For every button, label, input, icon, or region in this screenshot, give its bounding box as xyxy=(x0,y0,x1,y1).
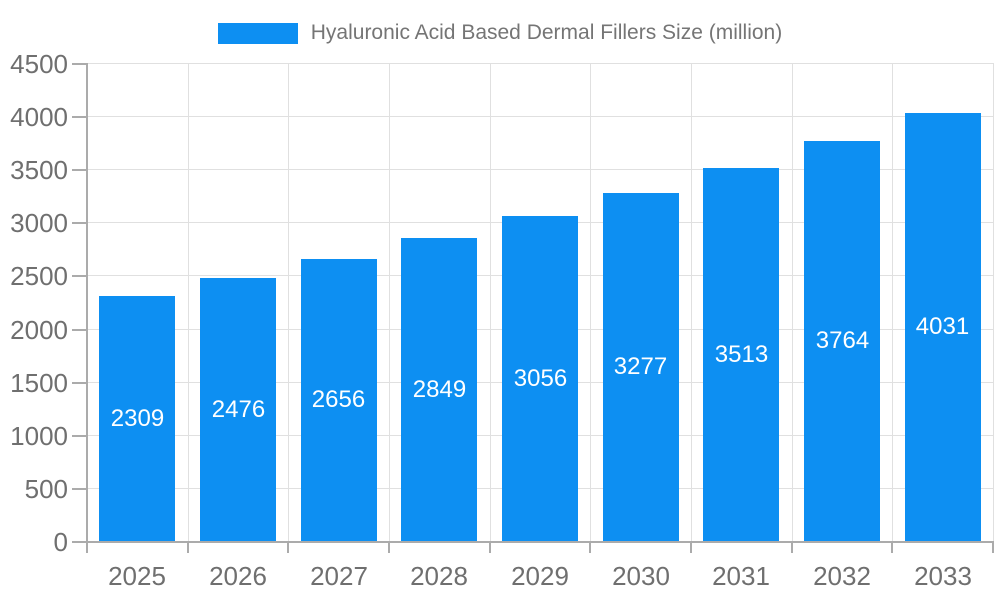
h-gridline xyxy=(87,116,993,117)
y-tick xyxy=(72,382,87,384)
x-tick-label: 2025 xyxy=(108,561,166,591)
y-tick-label: 2500 xyxy=(10,261,68,291)
v-gridline xyxy=(892,63,893,541)
x-tick xyxy=(287,543,289,553)
bar-value-label: 3764 xyxy=(815,327,870,354)
y-tick-label: 3000 xyxy=(10,208,68,238)
bar[interactable] xyxy=(401,238,477,541)
v-gridline xyxy=(288,63,289,541)
x-tick xyxy=(690,543,692,553)
h-gridline xyxy=(87,63,993,64)
legend[interactable]: Hyaluronic Acid Based Dermal Fillers Siz… xyxy=(0,22,1000,44)
v-gridline xyxy=(792,63,793,541)
y-tick xyxy=(72,488,87,490)
x-tick xyxy=(992,543,994,553)
x-tick xyxy=(791,543,793,553)
bar-value-label: 2849 xyxy=(412,376,467,403)
y-tick-label: 2000 xyxy=(10,315,68,345)
legend-label: Hyaluronic Acid Based Dermal Fillers Siz… xyxy=(310,21,783,44)
y-tick-label: 500 xyxy=(24,474,68,504)
y-tick-label: 3500 xyxy=(10,155,68,185)
v-gridline xyxy=(490,63,491,541)
v-gridline xyxy=(691,63,692,541)
bar[interactable] xyxy=(200,278,276,541)
plot-area: 2309 2476 2656 2849 3056 3277 3513 3764 4031 xyxy=(87,63,994,541)
bar[interactable] xyxy=(301,259,377,541)
v-gridline xyxy=(993,63,994,541)
x-tick-label: 2031 xyxy=(712,561,770,591)
y-tick xyxy=(72,63,87,65)
x-tick xyxy=(388,543,390,553)
bar[interactable] xyxy=(603,193,679,541)
bar-value-label: 4031 xyxy=(915,313,970,340)
bar-value-label: 3277 xyxy=(613,353,668,380)
bar[interactable] xyxy=(905,113,981,541)
bar[interactable] xyxy=(502,216,578,541)
y-tick xyxy=(72,116,87,118)
v-gridline xyxy=(389,63,390,541)
bar[interactable] xyxy=(703,168,779,541)
y-tick-label: 1500 xyxy=(10,368,68,398)
bar-value-label: 2476 xyxy=(211,396,266,423)
x-tick-label: 2030 xyxy=(612,561,670,591)
y-axis-line xyxy=(86,63,88,543)
x-tick xyxy=(187,543,189,553)
x-tick-label: 2028 xyxy=(410,561,468,591)
y-tick xyxy=(72,275,87,277)
x-tick xyxy=(489,543,491,553)
x-tick-label: 2033 xyxy=(914,561,972,591)
bar[interactable] xyxy=(99,296,175,541)
x-tick xyxy=(86,543,88,553)
y-tick-label: 4500 xyxy=(10,49,68,79)
y-tick xyxy=(72,169,87,171)
v-gridline xyxy=(590,63,591,541)
legend-swatch xyxy=(217,22,298,44)
x-tick xyxy=(589,543,591,553)
y-tick-label: 4000 xyxy=(10,102,68,132)
x-axis-line xyxy=(86,541,994,543)
bar-value-label: 3056 xyxy=(513,365,568,392)
x-tick-label: 2026 xyxy=(209,561,267,591)
bar-value-label: 2309 xyxy=(110,405,165,432)
x-tick-label: 2029 xyxy=(511,561,569,591)
bar-value-label: 2656 xyxy=(311,386,366,413)
v-gridline xyxy=(188,63,189,541)
y-tick xyxy=(72,329,87,331)
y-tick xyxy=(72,222,87,224)
x-tick-label: 2027 xyxy=(310,561,368,591)
x-tick xyxy=(891,543,893,553)
bar[interactable] xyxy=(804,141,880,541)
y-tick xyxy=(72,435,87,437)
y-tick xyxy=(72,541,87,543)
bar-value-label: 3513 xyxy=(714,341,769,368)
y-tick-label: 0 xyxy=(53,527,68,557)
y-tick-label: 1000 xyxy=(10,421,68,451)
x-tick-label: 2032 xyxy=(813,561,871,591)
h-gridline xyxy=(87,169,993,170)
